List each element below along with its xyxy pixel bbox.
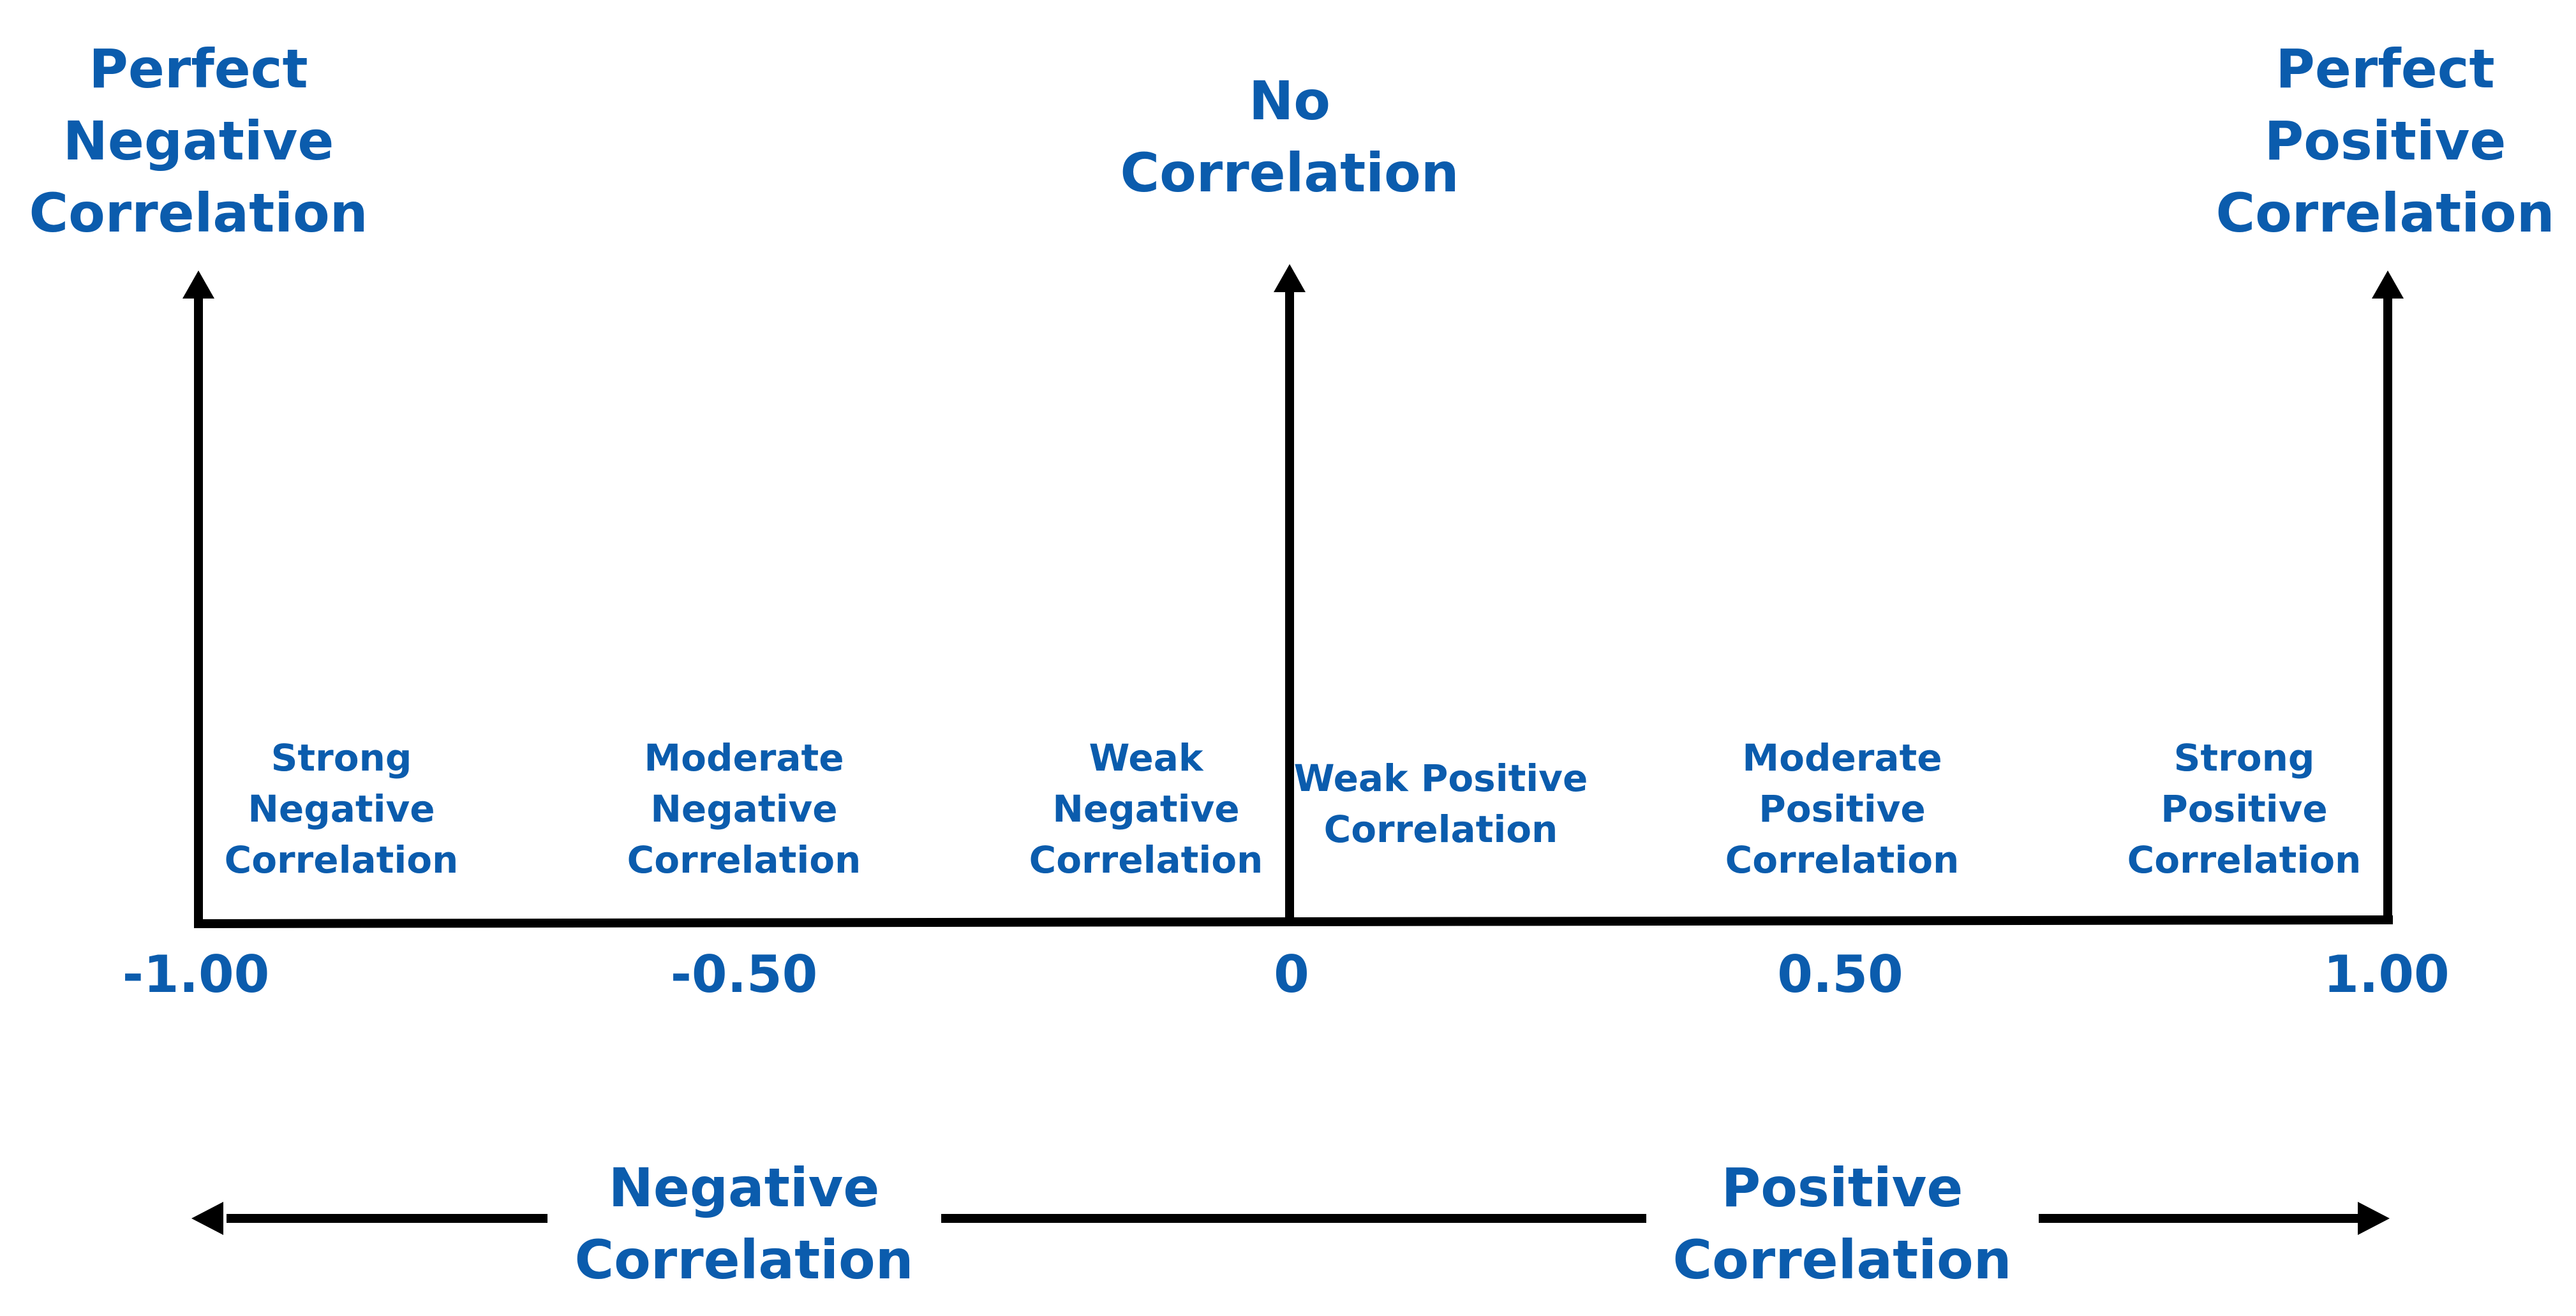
- no-correlation-arrowhead: [1274, 264, 1306, 292]
- tick-label: -1.00: [122, 945, 270, 1004]
- direction-negative-label: Negative Correlation: [574, 1157, 914, 1291]
- range-strong-negative: Strong Negative Correlation: [224, 736, 459, 882]
- range-weak-positive: Weak Positive Correlation: [1293, 757, 1588, 851]
- tick-label: 0.50: [1777, 945, 1903, 1004]
- negative-direction-arrowhead: [191, 1202, 223, 1235]
- tick-label: 1.00: [2323, 945, 2450, 1004]
- range-weak-negative: Weak Negative Correlation: [1029, 736, 1263, 882]
- heading-perfect-positive: Perfect Positive Correlation: [2215, 38, 2555, 244]
- perfect-negative-arrowhead: [182, 270, 214, 299]
- tick-label: -0.50: [670, 945, 818, 1004]
- range-moderate-negative: Moderate Negative Correlation: [627, 736, 861, 882]
- range-moderate-positive: Moderate Positive Correlation: [1725, 736, 1960, 882]
- tick-label: 0: [1274, 945, 1309, 1004]
- positive-direction-arrowhead: [2358, 1202, 2390, 1235]
- range-strong-positive: Strong Positive Correlation: [2127, 736, 2362, 882]
- perfect-positive-arrowhead: [2372, 270, 2404, 299]
- direction-positive-label: Positive Correlation: [1672, 1157, 2012, 1291]
- heading-perfect-negative: Perfect Negative Correlation: [29, 38, 368, 244]
- heading-no-correlation: No Correlation: [1120, 70, 1459, 204]
